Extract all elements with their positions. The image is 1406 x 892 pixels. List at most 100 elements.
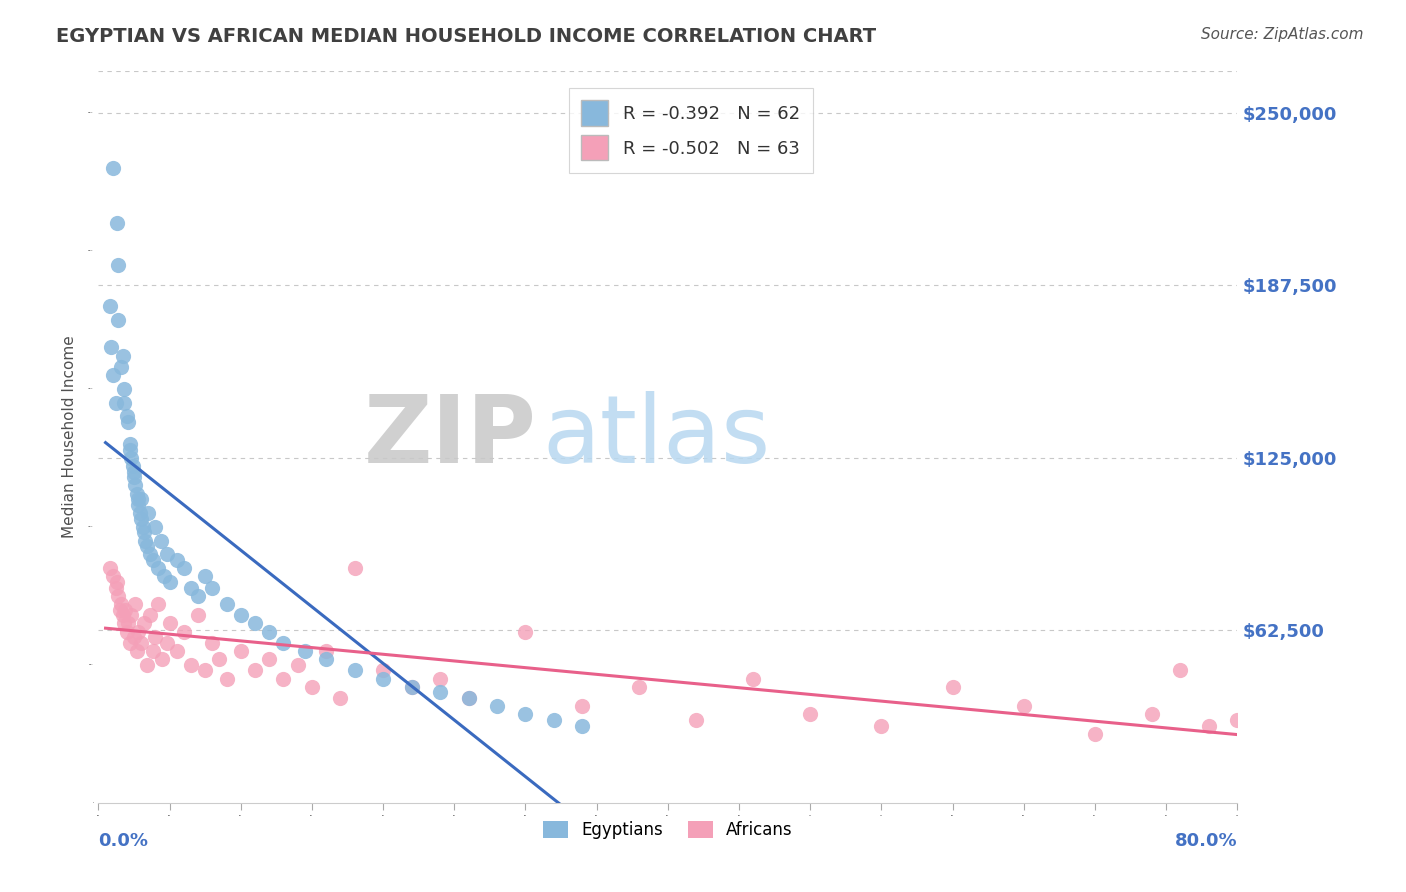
- Point: [132, 525, 155, 540]
- Point: [401, 680, 423, 694]
- Text: 80.0%: 80.0%: [1174, 832, 1237, 850]
- Point: [243, 663, 266, 677]
- Point: [166, 644, 188, 658]
- Point: [373, 672, 395, 686]
- Point: [329, 690, 352, 705]
- Point: [122, 465, 145, 479]
- Point: [145, 630, 167, 644]
- Point: [127, 498, 149, 512]
- Text: atlas: atlas: [543, 391, 770, 483]
- Point: [98, 561, 121, 575]
- Point: [105, 574, 128, 589]
- Point: [156, 636, 179, 650]
- Point: [166, 553, 188, 567]
- Point: [101, 368, 124, 382]
- Point: [259, 652, 281, 666]
- Point: [104, 581, 127, 595]
- Point: [373, 663, 395, 677]
- Point: [129, 636, 152, 650]
- Point: [215, 672, 238, 686]
- Point: [457, 690, 479, 705]
- Point: [148, 597, 170, 611]
- Point: [1226, 713, 1249, 727]
- Point: [122, 470, 145, 484]
- Point: [1170, 663, 1192, 677]
- Point: [180, 657, 202, 672]
- Point: [870, 718, 893, 732]
- Text: 0.0%: 0.0%: [98, 832, 149, 850]
- Point: [942, 680, 965, 694]
- Point: [98, 299, 121, 313]
- Point: [129, 492, 152, 507]
- Point: [180, 581, 202, 595]
- Point: [132, 616, 155, 631]
- Point: [118, 636, 141, 650]
- Point: [294, 644, 316, 658]
- Point: [105, 216, 128, 230]
- Point: [1198, 718, 1220, 732]
- Point: [457, 690, 479, 705]
- Point: [1140, 707, 1163, 722]
- Point: [104, 395, 127, 409]
- Point: [135, 657, 157, 672]
- Point: [120, 608, 142, 623]
- Text: ZIP: ZIP: [364, 391, 537, 483]
- Point: [114, 602, 136, 616]
- Point: [273, 636, 295, 650]
- Point: [259, 624, 281, 639]
- Point: [148, 561, 170, 575]
- Point: [118, 437, 141, 451]
- Point: [194, 663, 217, 677]
- Point: [159, 616, 181, 631]
- Point: [117, 616, 139, 631]
- Point: [1084, 727, 1107, 741]
- Point: [112, 616, 135, 631]
- Point: [128, 506, 150, 520]
- Point: [145, 520, 167, 534]
- Point: [685, 713, 707, 727]
- Point: [135, 539, 157, 553]
- Point: [117, 415, 139, 429]
- Point: [287, 657, 309, 672]
- Point: [187, 589, 209, 603]
- Point: [118, 442, 141, 457]
- Point: [110, 597, 132, 611]
- Point: [112, 382, 135, 396]
- Point: [315, 652, 337, 666]
- Text: Source: ZipAtlas.com: Source: ZipAtlas.com: [1201, 27, 1364, 42]
- Point: [122, 630, 145, 644]
- Point: [125, 644, 148, 658]
- Point: [1012, 699, 1035, 714]
- Point: [111, 608, 134, 623]
- Point: [107, 312, 129, 326]
- Point: [134, 533, 156, 548]
- Y-axis label: Median Household Income: Median Household Income: [62, 335, 77, 539]
- Point: [543, 713, 565, 727]
- Point: [343, 561, 366, 575]
- Point: [515, 707, 537, 722]
- Point: [152, 652, 174, 666]
- Point: [173, 561, 195, 575]
- Point: [107, 258, 129, 272]
- Point: [153, 569, 176, 583]
- Point: [115, 624, 138, 639]
- Point: [115, 409, 138, 424]
- Point: [315, 644, 337, 658]
- Point: [127, 492, 149, 507]
- Point: [486, 699, 509, 714]
- Point: [201, 636, 224, 650]
- Point: [120, 450, 142, 465]
- Point: [229, 644, 252, 658]
- Point: [108, 602, 131, 616]
- Point: [125, 486, 148, 500]
- Point: [107, 589, 129, 603]
- Point: [343, 663, 366, 677]
- Point: [571, 718, 593, 732]
- Point: [515, 624, 537, 639]
- Point: [127, 624, 149, 639]
- Point: [628, 680, 651, 694]
- Point: [301, 680, 323, 694]
- Point: [121, 458, 143, 473]
- Point: [401, 680, 423, 694]
- Point: [129, 511, 152, 525]
